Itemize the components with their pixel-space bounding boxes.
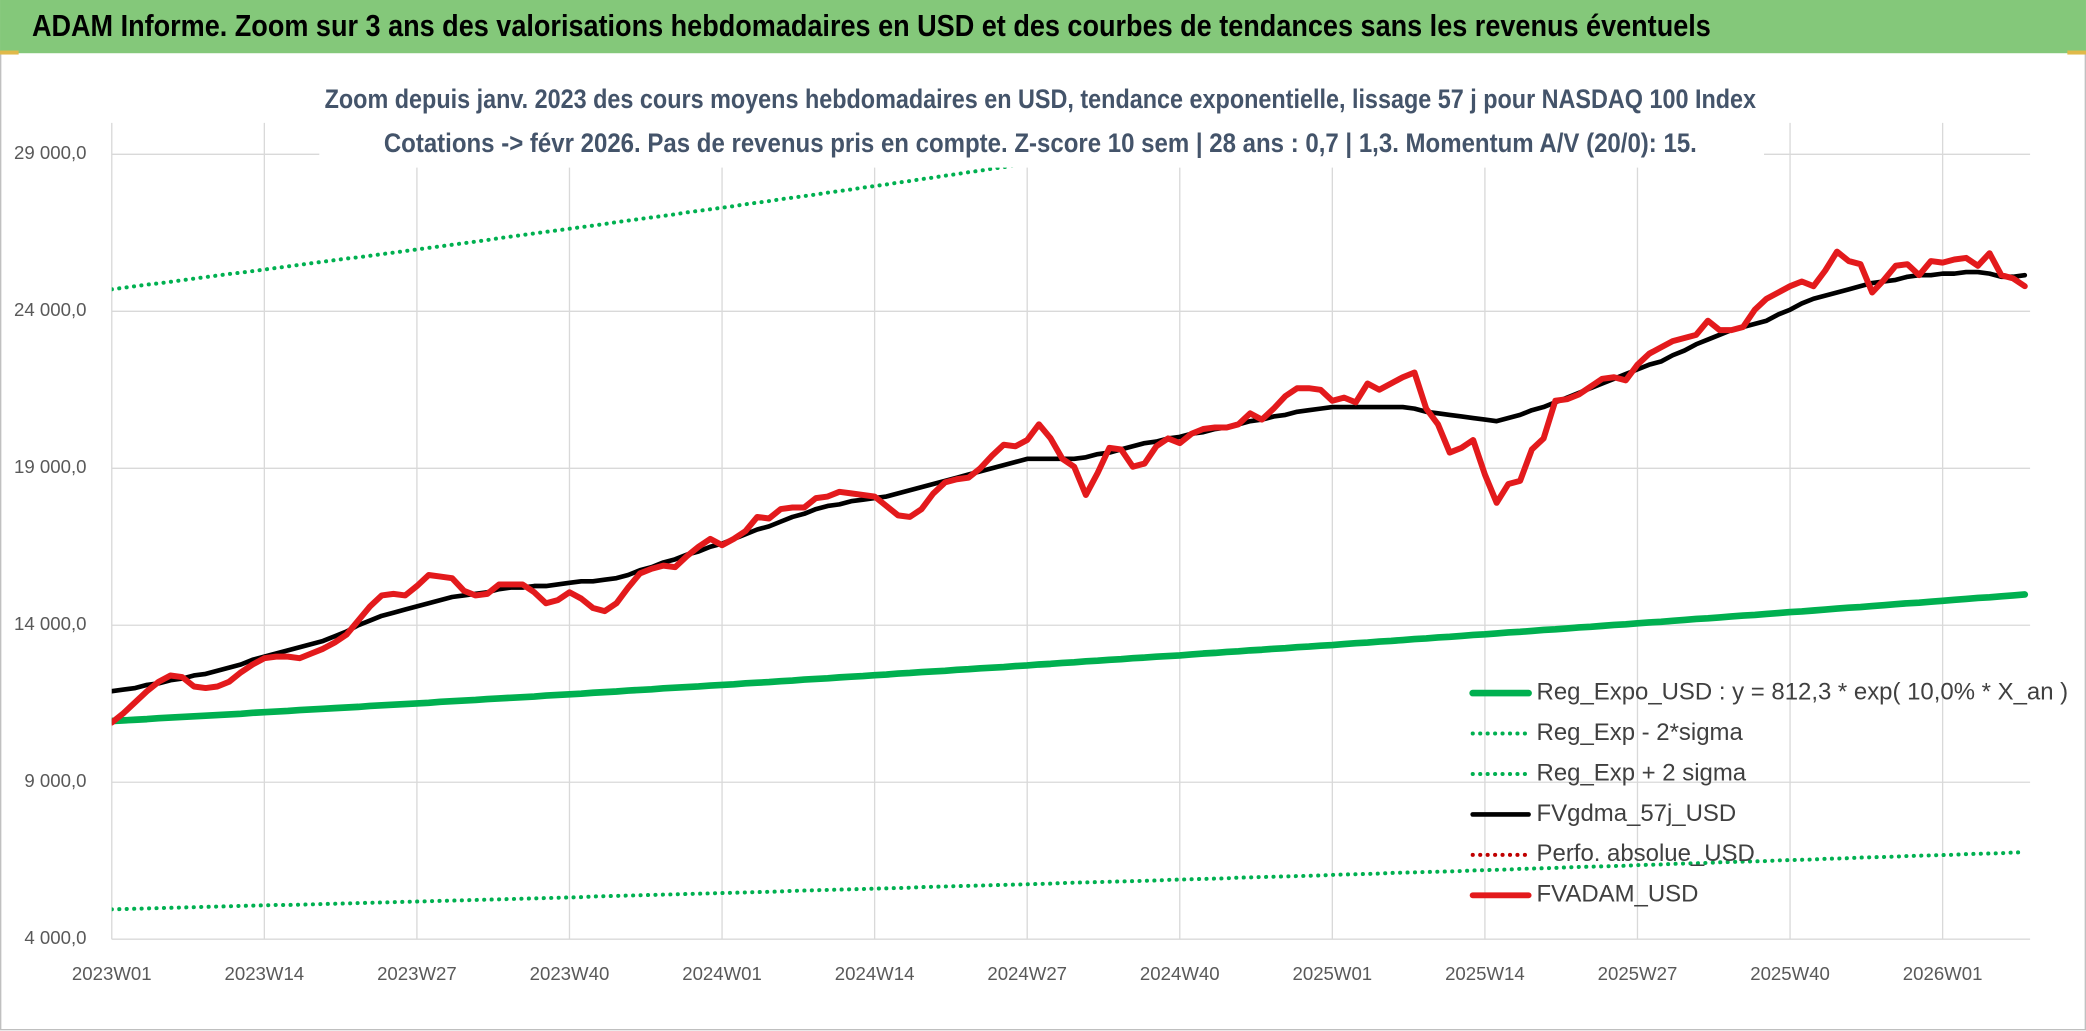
x-tick-label: 2023W40: [530, 963, 610, 984]
legend: Reg_Expo_USD : y = 812,3 * exp( 10,0% * …: [1469, 678, 2069, 908]
y-tick-label: 4 000,0: [24, 927, 86, 948]
plot-area: [111, 122, 2029, 912]
legend-label: Perfo. absolue_USD: [1537, 840, 1755, 867]
legend-label: FVADAM_USD: [1537, 881, 1699, 908]
x-tick-label: 2025W14: [1445, 963, 1525, 984]
y-tick-label: 19 000,0: [14, 456, 86, 477]
subtitle-line: Zoom depuis janv. 2023 des cours moyens …: [325, 84, 1757, 114]
x-tick-label: 2023W14: [225, 963, 305, 984]
legend-label: Reg_Expo_USD : y = 812,3 * exp( 10,0% * …: [1537, 678, 2069, 705]
x-tick-label: 2024W01: [682, 963, 762, 984]
x-tick-label: 2024W14: [835, 963, 915, 984]
y-tick-label: 29 000,0: [14, 142, 86, 163]
legend-label: Reg_Exp - 2*sigma: [1537, 719, 1744, 746]
x-tick-label: 2024W27: [987, 963, 1067, 984]
x-tick-label: 2025W01: [1293, 963, 1373, 984]
y-tick-label: 24 000,0: [14, 299, 86, 320]
header-corner: [0, 50, 19, 55]
x-tick-label: 2024W40: [1140, 963, 1220, 984]
y-tick-label: 14 000,0: [14, 613, 86, 634]
header-corner: [2067, 50, 2086, 55]
y-tick-label: 9 000,0: [24, 770, 86, 791]
series-line: [111, 248, 2028, 726]
x-tick-label: 2023W01: [72, 963, 152, 984]
series-line: [111, 591, 2029, 725]
subtitle-box: [319, 79, 1765, 168]
series-line: [111, 850, 2027, 912]
series-line: [111, 122, 1314, 292]
header-band: [0, 0, 2086, 54]
legend-label: FVgdma_57j_USD: [1537, 800, 1737, 827]
series-line: [111, 269, 2028, 694]
x-tick-label: 2025W27: [1598, 963, 1678, 984]
x-tick-label: 2025W40: [1750, 963, 1830, 984]
x-tick-label: 2023W27: [377, 963, 457, 984]
page-title: ADAM Informe. Zoom sur 3 ans des valoris…: [32, 9, 1711, 43]
x-tick-label: 2026W01: [1903, 963, 1983, 984]
chart-frame: [0, 49, 2086, 1031]
subtitle-line: Cotations -> févr 2026. Pas de revenus p…: [384, 128, 1697, 158]
legend-label: Reg_Exp + 2 sigma: [1537, 759, 1747, 786]
